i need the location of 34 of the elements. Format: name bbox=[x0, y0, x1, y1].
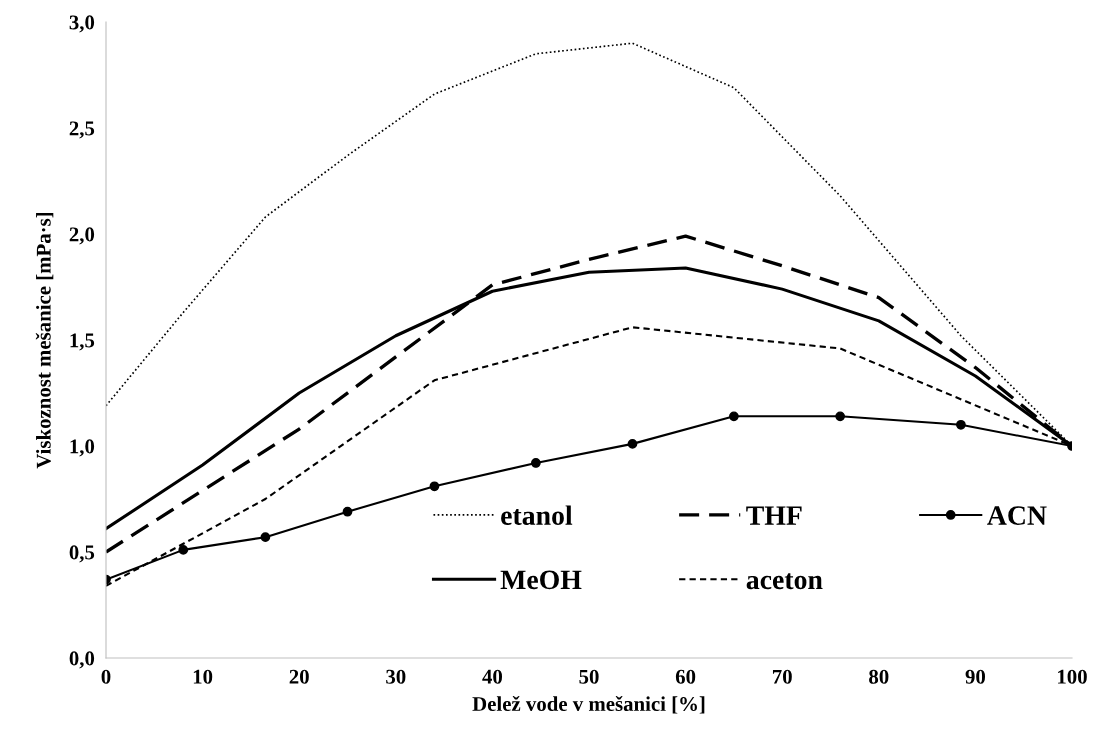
y-tick-label: 0,0 bbox=[69, 651, 95, 669]
legend-label: MeOH bbox=[500, 570, 582, 590]
x-tick-label: 30 bbox=[386, 669, 406, 684]
x-tick-label: 50 bbox=[579, 669, 599, 684]
point bbox=[342, 506, 353, 517]
y-tick-label: 2,0 bbox=[69, 227, 95, 245]
point bbox=[835, 411, 846, 422]
y-tick-label: 2,5 bbox=[69, 121, 95, 139]
point bbox=[178, 545, 189, 555]
y-tick-label: 1,0 bbox=[70, 439, 95, 457]
x-tick-label: 10 bbox=[193, 669, 213, 684]
legend-label: etanol bbox=[501, 505, 573, 525]
point bbox=[627, 439, 638, 449]
x-tick-label: 0 bbox=[101, 669, 111, 684]
legend-label: aceton bbox=[746, 573, 823, 590]
y-tick-label: 3,0 bbox=[69, 15, 95, 33]
point bbox=[956, 419, 966, 430]
y-tick-label: 1,5 bbox=[70, 333, 95, 351]
legend-label: ACN bbox=[987, 506, 1047, 525]
x-tick-label: 20 bbox=[289, 669, 309, 684]
x-tick-label: 60 bbox=[675, 669, 696, 684]
y-axis-title: Viskoznost mešanice [mPa·s] bbox=[35, 212, 54, 469]
legend-label: THF bbox=[746, 506, 802, 525]
x-tick-label: 100 bbox=[1058, 669, 1087, 684]
x-tick-label: 90 bbox=[965, 669, 986, 684]
point bbox=[729, 411, 739, 422]
x-tick-label: 80 bbox=[869, 669, 889, 684]
x-axis-title: Delež vode v mešanici [%] bbox=[472, 696, 705, 714]
point bbox=[260, 532, 271, 543]
point bbox=[429, 481, 440, 492]
y-tick-label: 0,5 bbox=[69, 545, 95, 563]
point bbox=[531, 458, 541, 468]
x-tick-label: 40 bbox=[482, 669, 503, 684]
x-tick-label: 70 bbox=[772, 669, 792, 684]
